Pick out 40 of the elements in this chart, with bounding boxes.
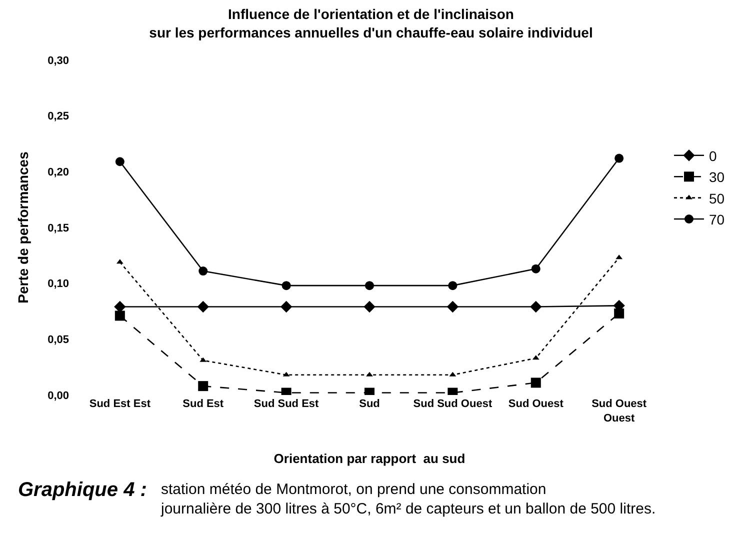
point [115, 157, 124, 166]
point [530, 300, 542, 313]
point [198, 266, 208, 276]
x-tick-label: Sud Sud Ouest [413, 398, 492, 410]
text: station météo de Montmorot, on prend une consommation journalière de 300 litres à 50°C, 6m² de capteurs et un ballon de 500 litres. [160, 481, 656, 518]
y-tick-label: 0,00 [48, 390, 69, 402]
point [530, 378, 541, 388]
point [282, 281, 291, 290]
text: Graphique 4 : [18, 479, 147, 501]
legend-label: 0 [709, 148, 717, 164]
point [365, 281, 374, 290]
x-tick-label: Sud Est [182, 398, 224, 410]
y-tick-label: 0,05 [48, 334, 69, 346]
y-axis-title: Perte de performances [15, 151, 32, 304]
y-tick-label: 0,15 [48, 222, 69, 234]
y-tick-label: 0,30 [48, 54, 69, 67]
chart-title: Influence de l'orientation et de l'inclinaison sur les performances annuelles d'un chauffe-eau solaire individuel [149, 6, 593, 40]
legend-label: 50 [709, 190, 725, 206]
x-axis-title: Orientation par rapport au sud [274, 450, 466, 466]
x-tick-label: Sud Ouest Ouest [592, 398, 647, 424]
point [448, 281, 458, 290]
point [446, 300, 459, 313]
point [197, 300, 209, 313]
legend-label: 70 [709, 211, 725, 228]
x-tick-label: Sud Est Est [89, 398, 151, 410]
point [114, 310, 125, 321]
legend-label: 30 [709, 169, 725, 186]
point [531, 264, 540, 274]
point [366, 372, 373, 376]
x-tick-label: Sud [359, 398, 380, 410]
y-tick-label: 0,20 [48, 166, 69, 179]
point [614, 308, 624, 318]
x-tick-label: Sud Sud Est [254, 398, 320, 410]
y-tick-label: 0,25 [48, 110, 69, 123]
x-tick-label: Sud Ouest [508, 398, 564, 410]
point [614, 154, 624, 163]
point [280, 300, 292, 313]
point [198, 381, 208, 392]
point [364, 300, 376, 313]
y-tick-label: 0,10 [48, 278, 69, 290]
